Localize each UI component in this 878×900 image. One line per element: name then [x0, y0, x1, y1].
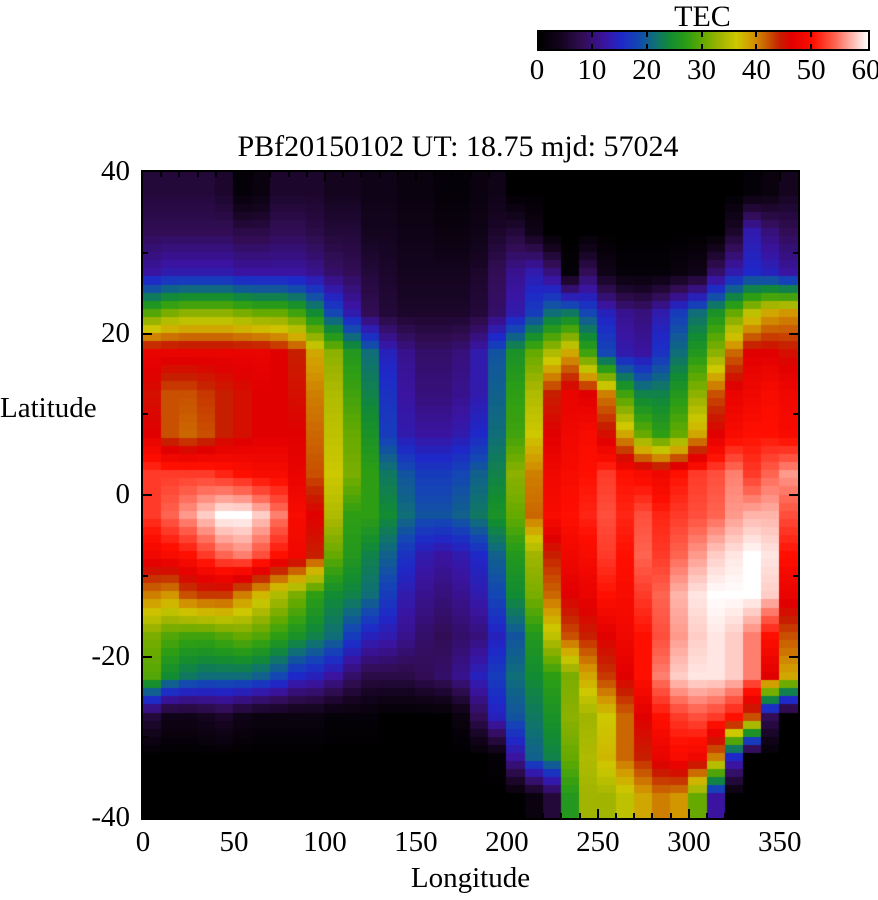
colorbar-tick	[590, 44, 593, 49]
y-axis-label: Latitude	[0, 392, 97, 424]
colorbar-tick	[700, 44, 703, 49]
colorbar-tick	[700, 32, 703, 37]
x-tick-label: 350	[758, 826, 802, 858]
colorbar-tick-label: 60	[851, 54, 878, 86]
x-tick-label: 200	[485, 826, 529, 858]
x-tick-label: 300	[667, 826, 711, 858]
y-tick-label: -40	[91, 801, 130, 833]
x-tick-label: 50	[219, 826, 249, 858]
colorbar-tick	[645, 32, 648, 37]
colorbar-gradient	[539, 32, 868, 49]
colorbar-tick-label: 30	[687, 54, 716, 86]
colorbar-tick-label: 50	[796, 54, 826, 86]
x-tick-label: 250	[576, 826, 620, 858]
colorbar-tick	[810, 44, 813, 49]
tec-heatmap-canvas	[143, 172, 798, 818]
x-axis-label: Longitude	[410, 862, 531, 894]
colorbar-tick-label: 0	[529, 54, 545, 86]
y-tick-label: -20	[91, 639, 130, 672]
x-tick-label: 0	[135, 826, 151, 858]
colorbar	[537, 30, 870, 51]
y-tick-label: 0	[115, 478, 131, 510]
plot-title: PBf20150102 UT: 18.75 mjd: 57024	[237, 130, 679, 163]
y-tick-label: 40	[101, 155, 130, 187]
y-tick-label: 20	[101, 316, 130, 349]
colorbar-tick	[755, 44, 758, 49]
colorbar-tick	[755, 32, 758, 37]
colorbar-tick-label: 40	[741, 54, 771, 86]
colorbar-tick-label: 20	[632, 54, 662, 86]
colorbar-tick	[810, 32, 813, 37]
colorbar-tick	[590, 32, 593, 37]
colorbar-title: TEC	[674, 0, 731, 33]
colorbar-tick	[645, 44, 648, 49]
x-tick-label: 150	[394, 826, 438, 858]
x-tick-label: 100	[303, 826, 347, 858]
colorbar-tick-label: 10	[577, 54, 607, 86]
